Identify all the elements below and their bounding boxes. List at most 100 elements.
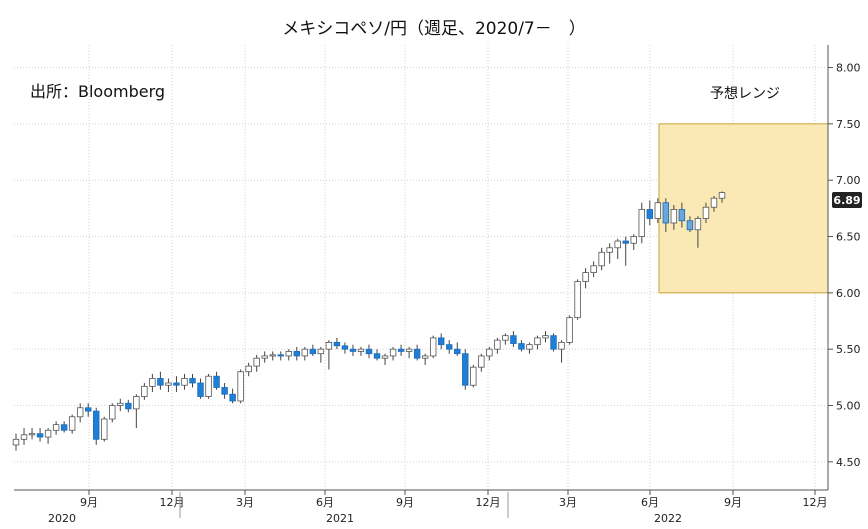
y-tick-label: 6.00 <box>836 287 861 300</box>
candle-body <box>454 348 461 355</box>
candle-body <box>470 366 477 386</box>
candle-body <box>229 393 236 402</box>
candle <box>237 369 244 404</box>
candle <box>526 342 533 354</box>
candle-body <box>614 240 621 249</box>
candle <box>446 340 453 354</box>
candle-body <box>245 365 252 373</box>
candle-body <box>109 405 116 420</box>
candle <box>84 403 92 417</box>
candle-body <box>221 387 228 395</box>
candle-body <box>44 429 52 438</box>
x-tick-label: 12月 <box>803 496 828 509</box>
candle <box>189 373 196 388</box>
candle <box>413 344 421 361</box>
candle <box>534 335 541 350</box>
candle-body <box>373 353 381 359</box>
candle <box>141 382 148 400</box>
candle-body <box>437 337 445 346</box>
candle <box>494 337 501 354</box>
candle <box>333 337 341 350</box>
candle-body <box>582 272 589 282</box>
candle-body <box>574 281 581 319</box>
candle-body <box>269 354 276 357</box>
candle-body <box>678 209 686 222</box>
candle-body <box>446 344 453 350</box>
candle-body <box>52 424 60 431</box>
candle <box>638 202 645 244</box>
candle-body <box>157 378 164 386</box>
axis-layer: 9月 12月 3月 6月 9月 12月 3月 6月 9月 12月 8.00 7.50 7.00 6.50 6… <box>14 45 861 525</box>
candle <box>28 428 36 440</box>
candle <box>157 371 164 390</box>
candle <box>654 198 662 223</box>
candle <box>261 351 268 363</box>
y-tick-label: 4.50 <box>836 456 861 469</box>
candle <box>662 198 670 233</box>
candle <box>437 333 445 350</box>
candle-body <box>542 335 549 339</box>
y-tick-label: 8.00 <box>836 62 861 75</box>
candle <box>133 394 140 429</box>
candle-body <box>285 351 292 357</box>
candle <box>566 315 573 345</box>
candle <box>365 344 373 359</box>
candle <box>325 340 333 370</box>
candle <box>12 433 20 451</box>
candle-body <box>486 348 493 357</box>
candle-body <box>237 371 244 402</box>
x-tick-label: 9月 <box>396 496 414 509</box>
candle-body <box>694 218 702 231</box>
candle <box>357 346 365 356</box>
candle-body <box>526 344 533 350</box>
candle-body <box>68 416 76 431</box>
candle <box>502 333 509 345</box>
x-tick-label: 9月 <box>80 496 98 509</box>
y-tick-label: 5.50 <box>836 343 861 356</box>
candle <box>614 238 621 260</box>
y-tick-label: 7.50 <box>836 118 861 131</box>
candle-body <box>357 348 365 352</box>
candle-body <box>702 206 710 219</box>
candle <box>317 346 325 363</box>
candle-body <box>197 382 204 397</box>
candle <box>301 346 309 361</box>
candle-body <box>534 337 541 346</box>
candle-body <box>117 402 124 406</box>
candle-body <box>293 351 301 357</box>
candle-body <box>76 407 84 418</box>
candle-body <box>462 353 469 386</box>
candle <box>93 407 100 445</box>
candle-body <box>317 348 325 355</box>
candle <box>197 378 204 399</box>
candle <box>630 234 637 251</box>
candle-body <box>494 339 501 350</box>
candle-body <box>670 209 678 224</box>
x-tick-label: 6月 <box>641 496 659 509</box>
candle <box>686 216 694 233</box>
candle-body <box>101 418 108 440</box>
candle-body <box>381 355 389 359</box>
candle-body <box>558 342 565 350</box>
candle <box>117 398 124 412</box>
candle <box>60 421 68 433</box>
candle-body <box>84 407 92 412</box>
candle <box>44 428 52 444</box>
candle <box>349 344 357 356</box>
candle <box>173 376 180 392</box>
candle <box>36 428 44 442</box>
candle <box>510 331 517 347</box>
x-tick-label: 3月 <box>236 496 254 509</box>
candle-body <box>181 378 188 386</box>
forecast-range-box <box>658 123 829 294</box>
candle-body <box>205 375 212 397</box>
candle <box>598 247 605 271</box>
candle <box>205 373 212 399</box>
candle-body <box>173 382 180 386</box>
candle <box>285 349 292 361</box>
candle <box>478 353 485 372</box>
candle <box>550 333 557 352</box>
candle-body <box>397 348 405 352</box>
candle <box>678 202 686 228</box>
